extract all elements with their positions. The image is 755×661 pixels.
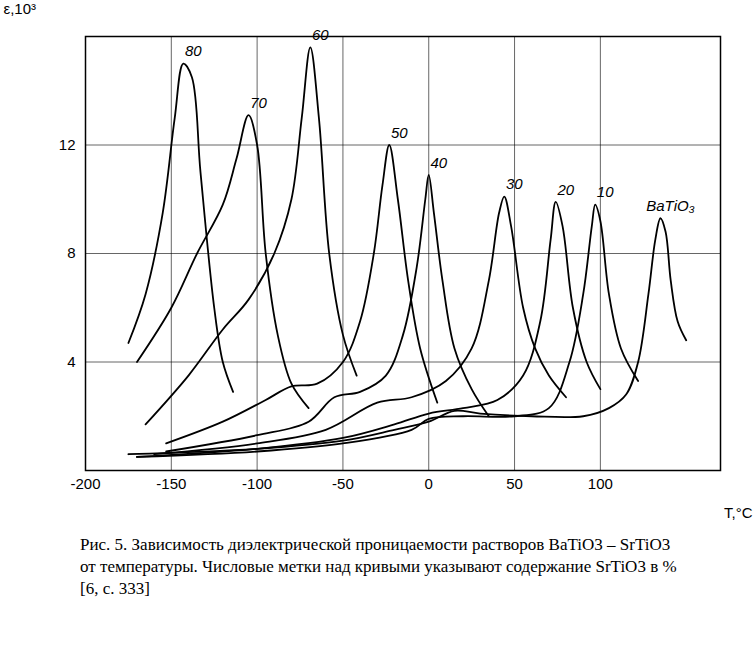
svg-text:12: 12 — [59, 136, 76, 153]
svg-text:4: 4 — [67, 353, 75, 370]
svg-text:50: 50 — [391, 124, 408, 141]
html-text:Рис. 5. Зависимость диэлектрич: Рис. 5. Зависимость диэлектрической прон… — [80, 535, 677, 599]
svg-text:30: 30 — [506, 175, 523, 192]
svg-text:-100: -100 — [242, 475, 272, 492]
svg-text:8: 8 — [67, 244, 75, 261]
svg-text:-200: -200 — [70, 475, 100, 492]
svg-text:T,°C: T,°C — [724, 504, 753, 521]
svg-text:-150: -150 — [156, 475, 186, 492]
svg-text:-50: -50 — [332, 475, 354, 492]
svg-text:40: 40 — [430, 154, 447, 171]
svg-text:0: 0 — [425, 475, 433, 492]
svg-text:70: 70 — [250, 94, 267, 111]
svg-text:80: 80 — [185, 42, 202, 59]
svg-text:60: 60 — [312, 26, 329, 43]
svg-text:100: 100 — [588, 475, 613, 492]
svg-text:ε,10³: ε,10³ — [4, 0, 37, 17]
svg-text:20: 20 — [556, 181, 574, 198]
svg-text:BaTiO₃: BaTiO₃ — [646, 197, 694, 214]
svg-text:10: 10 — [597, 183, 614, 200]
svg-text:50: 50 — [506, 475, 523, 492]
